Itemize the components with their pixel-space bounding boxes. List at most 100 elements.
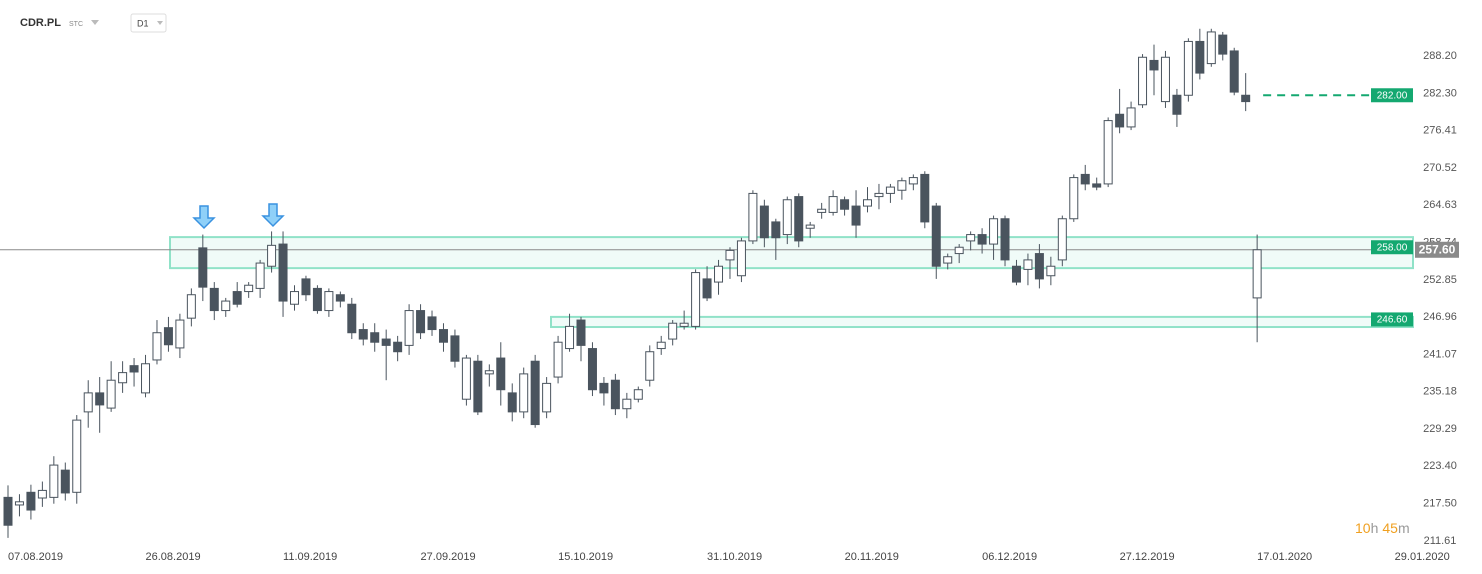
candle-body [920, 173, 930, 223]
last-price-badge [1415, 241, 1459, 258]
last-price-label: 257.60 [1419, 242, 1456, 256]
market: STC [69, 21, 83, 28]
candle-body [1080, 173, 1090, 185]
candle-body [897, 180, 907, 191]
candle-body [599, 382, 609, 394]
candle-body [668, 322, 678, 340]
candle-body [37, 489, 47, 499]
candle-body [542, 382, 552, 413]
candle-body [1011, 265, 1021, 283]
candle-body [1126, 107, 1136, 128]
candle-body [141, 363, 151, 394]
x-tick-label: 17.01.2020 [1257, 551, 1312, 563]
candle-body [736, 240, 746, 277]
candle-body [393, 341, 403, 353]
candle-body [83, 392, 93, 413]
candle-body [885, 186, 895, 194]
x-tick-label: 27.09.2019 [421, 551, 476, 563]
dropdown-icon[interactable] [157, 21, 163, 25]
candle-body [977, 234, 987, 245]
countdown-unit: m [1398, 520, 1410, 536]
candle-body [954, 246, 964, 255]
timeframe-box[interactable] [130, 13, 167, 33]
candle-body [347, 303, 357, 334]
candle-body [530, 360, 540, 426]
y-tick-label: 246.96 [1423, 311, 1457, 323]
candle-body [989, 218, 999, 245]
dropdown-icon[interactable] [91, 20, 99, 25]
candle-body [702, 278, 712, 299]
candle-body [1183, 40, 1193, 96]
x-tick-label: 20.11.2019 [845, 551, 899, 563]
y-tick-label: 270.52 [1423, 162, 1457, 174]
candle-body [312, 287, 322, 312]
x-tick-label: 07.08.2019 [8, 551, 63, 563]
candle-body [1252, 249, 1262, 299]
candle-body [1103, 120, 1113, 185]
candle-body [1046, 265, 1056, 277]
candle-body [714, 265, 724, 283]
arrow-icon [261, 203, 285, 228]
plot [0, 28, 1414, 538]
candle-body [794, 196, 804, 242]
candle-body [1160, 56, 1170, 103]
candle-body [931, 205, 941, 267]
candle-body [610, 379, 620, 410]
y-tick-label: 229.29 [1423, 423, 1457, 435]
level-label: 258.00 [1377, 242, 1408, 253]
x-tick-label: 31.10.2019 [707, 551, 762, 563]
y-tick-label: 288.20 [1423, 50, 1457, 62]
candle-body [908, 177, 918, 185]
candle-body [152, 332, 162, 361]
candle-body [438, 329, 448, 343]
candle-body [725, 249, 735, 261]
candle-body [129, 365, 139, 373]
candle-body [587, 348, 597, 391]
candle-body [450, 335, 460, 362]
y-tick-label: 235.18 [1423, 386, 1457, 398]
candle-body [633, 389, 643, 400]
candle-body [565, 325, 575, 350]
candle-body [221, 300, 231, 312]
timeframe[interactable]: D1 [137, 18, 149, 28]
candle-body [691, 272, 701, 327]
candle-body [519, 373, 529, 413]
y-tick-label: 282.30 [1423, 87, 1457, 99]
candle-body [324, 291, 334, 312]
symbol[interactable]: CDR.PL [20, 17, 61, 29]
candle-body [186, 294, 196, 319]
x-tick-label: 29.01.2020 [1395, 551, 1450, 563]
candle-body [1092, 183, 1102, 188]
candle-body [679, 322, 689, 327]
candle-body [863, 199, 872, 207]
x-tick-label: 11.09.2019 [283, 551, 337, 563]
x-tick-label: 26.08.2019 [146, 551, 201, 563]
candle-body [267, 244, 277, 267]
candle-body [748, 192, 758, 242]
candle-body [1195, 40, 1205, 74]
candle-body [1000, 218, 1010, 261]
candle-body [370, 332, 380, 343]
candle-body [49, 464, 59, 498]
zone [169, 236, 1414, 270]
candle-body [1241, 94, 1251, 103]
candle-body [484, 370, 494, 375]
candle-body [163, 327, 173, 346]
candle-body [198, 247, 208, 288]
candle-body [232, 291, 242, 305]
y-tick-label: 223.40 [1423, 460, 1457, 472]
candle-body [95, 392, 105, 406]
candle-body [335, 294, 345, 302]
candle-body [1034, 253, 1044, 280]
candle-body [381, 338, 391, 346]
candle-body [759, 205, 769, 239]
candle-body [851, 205, 861, 226]
candle-body [26, 491, 36, 511]
level-badge [1371, 312, 1413, 327]
candle-body [943, 256, 953, 264]
candle-body [244, 284, 254, 293]
level-badge [1371, 88, 1413, 103]
candle-body [358, 329, 368, 340]
candle-body [473, 360, 483, 413]
